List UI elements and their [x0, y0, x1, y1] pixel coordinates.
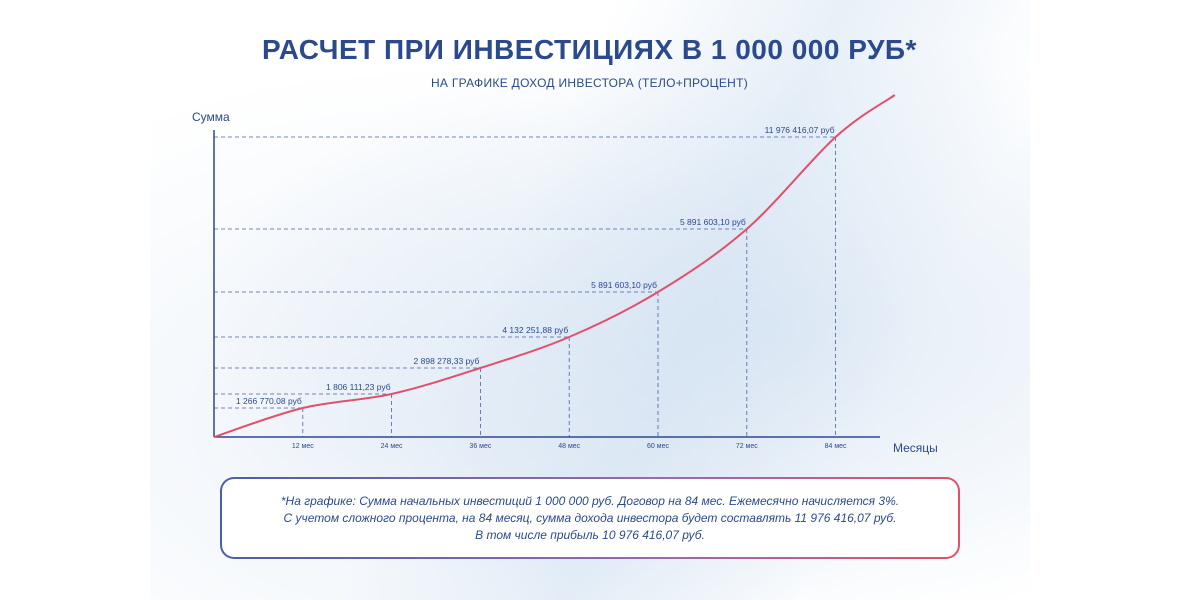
- x-tick-labels: 12 мес 24 мес 36 мес 48 мес 60 мес 72 мес 84 м…: [292, 443, 847, 450]
- data-labels: 1 266 770,08 руб 1 806 111,23 руб 2 898 27…: [236, 125, 835, 406]
- footnote-line-1: *На графике: Сумма начальных инвестиций …: [280, 493, 900, 508]
- data-label: 2 898 278,33 руб: [414, 356, 480, 366]
- data-label: 1 266 770,08 руб: [236, 396, 302, 406]
- x-tick-label: 12 мес: [292, 443, 314, 450]
- x-tick-label: 36 мес: [469, 443, 491, 450]
- page-subtitle: НА ГРАФИКЕ ДОХОД ИНВЕСТОРА (ТЕЛО+ПРОЦЕНТ…: [430, 76, 749, 90]
- x-tick-label: 60 мес: [647, 443, 669, 450]
- data-label: 5 891 603,10 руб: [591, 280, 657, 290]
- footnote-line-3: В том числе прибыль 10 976 416,07 руб.: [475, 527, 705, 542]
- data-label: 1 806 111,23 руб: [326, 382, 391, 392]
- guide-lines: [214, 136, 836, 437]
- series-line: [213, 94, 896, 438]
- footnote-line-2: С учетом сложного процента, на 84 месяц,…: [283, 510, 897, 525]
- x-tick-label: 24 мес: [381, 443, 403, 450]
- data-label: 5 891 603,10 руб: [680, 217, 746, 227]
- page-title: РАСЧЕТ ПРИ ИНВЕСТИЦИЯХ В 1 000 000 РУБ*: [262, 34, 917, 65]
- x-tick-label: 48 мес: [558, 443, 580, 450]
- y-axis-label: Сумма: [192, 110, 230, 124]
- x-axis-label: Месяцы: [893, 441, 938, 455]
- footnote-box: *На графике: Сумма начальных инвестиций …: [220, 477, 960, 559]
- data-label: 4 132 251,88 руб: [502, 325, 568, 335]
- x-tick-label: 72 мес: [736, 443, 758, 450]
- x-tick-label: 84 мес: [825, 443, 847, 450]
- data-label: 11 976 416,07 руб: [765, 125, 835, 135]
